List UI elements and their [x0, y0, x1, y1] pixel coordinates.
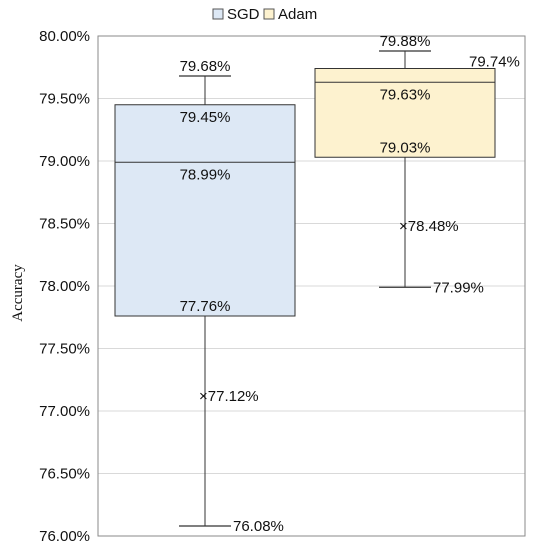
box-series: ×77.12% 79.68% 76.08% 77.76% 78.99% 79.45% ×78…: [114, 33, 520, 535]
q3-label: 79.45%: [180, 109, 231, 126]
legend-label-adam: Adam: [278, 6, 317, 23]
y-axis-label: Accuracy: [10, 264, 26, 322]
legend-swatch-adam: [263, 8, 275, 20]
box-adam: ×78.48% 79.88% 77.99% 79.03% 79.63% 79.74%: [314, 33, 520, 296]
y-tick-label: 76.00%: [39, 528, 90, 545]
chart-legend: SGD Adam: [212, 6, 317, 23]
y-tick-label: 80.00%: [39, 28, 90, 45]
iqr-box: [314, 68, 496, 158]
median-label: 78.99%: [180, 166, 231, 183]
min-label: 77.99%: [433, 279, 484, 296]
median-label: 79.63%: [380, 86, 431, 103]
legend-swatch-sgd: [212, 8, 224, 20]
q1-label: 77.76%: [180, 298, 231, 315]
min-label: 76.08%: [233, 518, 284, 535]
q3-label: 79.74%: [469, 54, 520, 71]
y-tick-label: 76.50%: [39, 466, 90, 483]
box-sgd: ×77.12% 79.68% 76.08% 77.76% 78.99% 79.45%: [114, 58, 296, 535]
y-tick-label: 77.50%: [39, 341, 90, 358]
max-label: 79.88%: [380, 33, 431, 50]
y-tick-label: 79.50%: [39, 91, 90, 108]
y-tick-label: 78.00%: [39, 278, 90, 295]
y-tick-label: 79.00%: [39, 153, 90, 170]
mean-marker-label: ×77.12%: [199, 388, 259, 405]
y-axis-ticks: 80.00% 79.50% 79.00% 78.50% 78.00% 77.50% 77.0…: [39, 28, 90, 545]
plot-area: [97, 35, 526, 537]
y-tick-label: 78.50%: [39, 216, 90, 233]
legend-label-sgd: SGD: [227, 6, 260, 23]
y-tick-label: 77.00%: [39, 403, 90, 420]
mean-marker-label: ×78.48%: [399, 218, 459, 235]
iqr-box: [114, 104, 296, 317]
max-label: 79.68%: [180, 58, 231, 75]
q1-label: 79.03%: [380, 139, 431, 156]
